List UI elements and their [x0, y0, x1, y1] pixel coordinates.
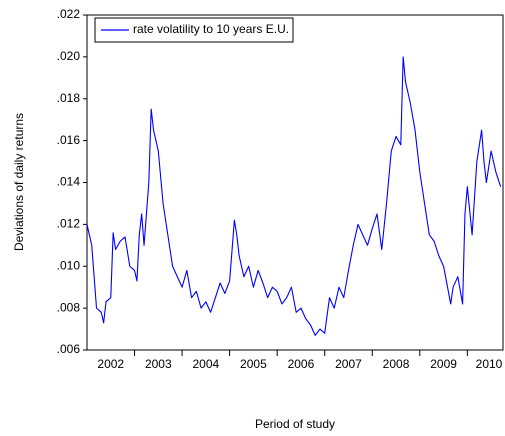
y-tick-label: .014: [57, 175, 81, 189]
y-tick-label: .018: [57, 91, 81, 105]
data-line: [86, 56, 502, 336]
y-axis-label: Deviations of daily returns: [12, 113, 26, 251]
y-tick-label: .008: [57, 300, 81, 314]
x-tick-label: 2009: [430, 357, 457, 371]
y-tick-label: .010: [57, 258, 81, 272]
x-tick-label: 2003: [145, 357, 172, 371]
x-tick-label: 2006: [288, 357, 315, 371]
y-tick-label: .006: [57, 342, 81, 356]
x-tick-label: 2010: [476, 357, 503, 371]
y-tick-label: .016: [57, 133, 81, 147]
x-tick-label: 2008: [383, 357, 410, 371]
x-tick-label: 2002: [97, 357, 124, 371]
y-tick-label: .022: [57, 7, 81, 21]
x-tick-label: 2005: [240, 357, 267, 371]
plot-frame: [86, 14, 504, 351]
x-axis-label: Period of study: [255, 417, 335, 431]
y-tick-label: .020: [57, 49, 81, 63]
x-tick-label: 2004: [193, 357, 220, 371]
y-tick-label: .012: [57, 217, 81, 231]
x-tick-label: 2007: [335, 357, 362, 371]
legend-label: rate volatility to 10 years E.U.: [133, 22, 289, 36]
